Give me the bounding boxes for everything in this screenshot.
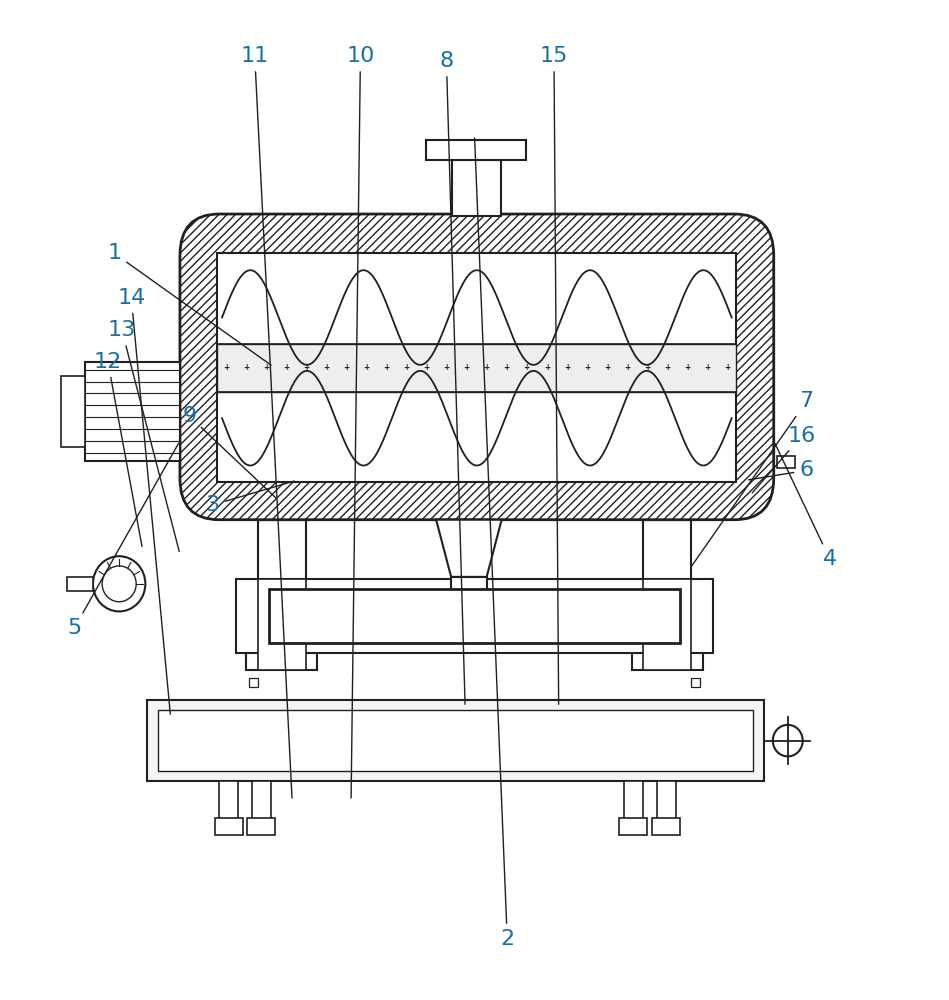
Bar <box>84 362 180 461</box>
Bar <box>257 520 307 648</box>
Bar <box>652 818 680 835</box>
Text: +: + <box>684 363 690 372</box>
Text: +: + <box>344 363 350 372</box>
Bar <box>451 577 487 602</box>
Circle shape <box>102 566 136 602</box>
Text: +: + <box>643 363 650 372</box>
Bar <box>426 140 527 160</box>
Text: 2: 2 <box>474 138 514 949</box>
Bar <box>642 520 692 648</box>
Bar <box>248 818 275 835</box>
Text: 4: 4 <box>775 443 837 569</box>
Bar <box>66 577 93 591</box>
Text: +: + <box>403 363 410 372</box>
Bar <box>250 678 257 687</box>
Text: +: + <box>484 363 490 372</box>
Text: +: + <box>564 363 570 372</box>
Bar <box>251 781 270 819</box>
Text: +: + <box>383 363 390 372</box>
Bar <box>692 678 699 687</box>
Bar <box>620 818 647 835</box>
Bar <box>217 344 736 392</box>
Bar <box>257 579 307 670</box>
Text: +: + <box>244 363 250 372</box>
Bar <box>624 781 642 819</box>
Bar <box>158 710 754 771</box>
Text: +: + <box>464 363 470 372</box>
FancyBboxPatch shape <box>180 214 773 520</box>
Text: +: + <box>304 363 310 372</box>
Text: +: + <box>264 363 270 372</box>
Text: +: + <box>284 363 289 372</box>
Text: +: + <box>423 363 430 372</box>
Text: +: + <box>584 363 590 372</box>
Bar <box>452 160 501 216</box>
Text: 16: 16 <box>753 426 816 493</box>
Text: +: + <box>524 363 530 372</box>
Text: +: + <box>224 363 230 372</box>
Circle shape <box>772 725 803 756</box>
Text: +: + <box>704 363 710 372</box>
Bar <box>632 648 702 670</box>
Bar <box>214 818 243 835</box>
Text: +: + <box>444 363 450 372</box>
Text: 13: 13 <box>108 320 179 552</box>
Text: 5: 5 <box>67 443 178 638</box>
Text: 1: 1 <box>107 243 271 365</box>
Bar <box>61 376 84 447</box>
Text: 12: 12 <box>94 352 142 547</box>
Text: 8: 8 <box>439 51 465 704</box>
Text: 3: 3 <box>206 481 294 515</box>
Bar <box>776 456 795 468</box>
Text: +: + <box>544 363 550 372</box>
Text: 15: 15 <box>540 46 568 704</box>
Bar <box>247 648 317 670</box>
Text: 9: 9 <box>182 406 276 498</box>
Bar <box>642 579 692 670</box>
Text: 6: 6 <box>749 460 813 480</box>
Bar <box>269 589 680 643</box>
Polygon shape <box>437 520 502 577</box>
Text: 11: 11 <box>241 46 292 798</box>
Text: +: + <box>663 363 670 372</box>
Text: +: + <box>604 363 610 372</box>
Text: +: + <box>324 363 330 372</box>
Circle shape <box>93 556 145 611</box>
Bar <box>217 253 736 482</box>
Text: 14: 14 <box>117 288 170 714</box>
Text: +: + <box>623 363 630 372</box>
Text: 7: 7 <box>691 391 813 567</box>
Text: +: + <box>363 363 370 372</box>
Bar <box>147 700 764 781</box>
Text: +: + <box>724 363 730 372</box>
Bar <box>657 781 676 819</box>
Text: +: + <box>504 363 510 372</box>
Text: 10: 10 <box>346 46 375 798</box>
Bar <box>219 781 238 819</box>
Bar <box>236 579 713 653</box>
